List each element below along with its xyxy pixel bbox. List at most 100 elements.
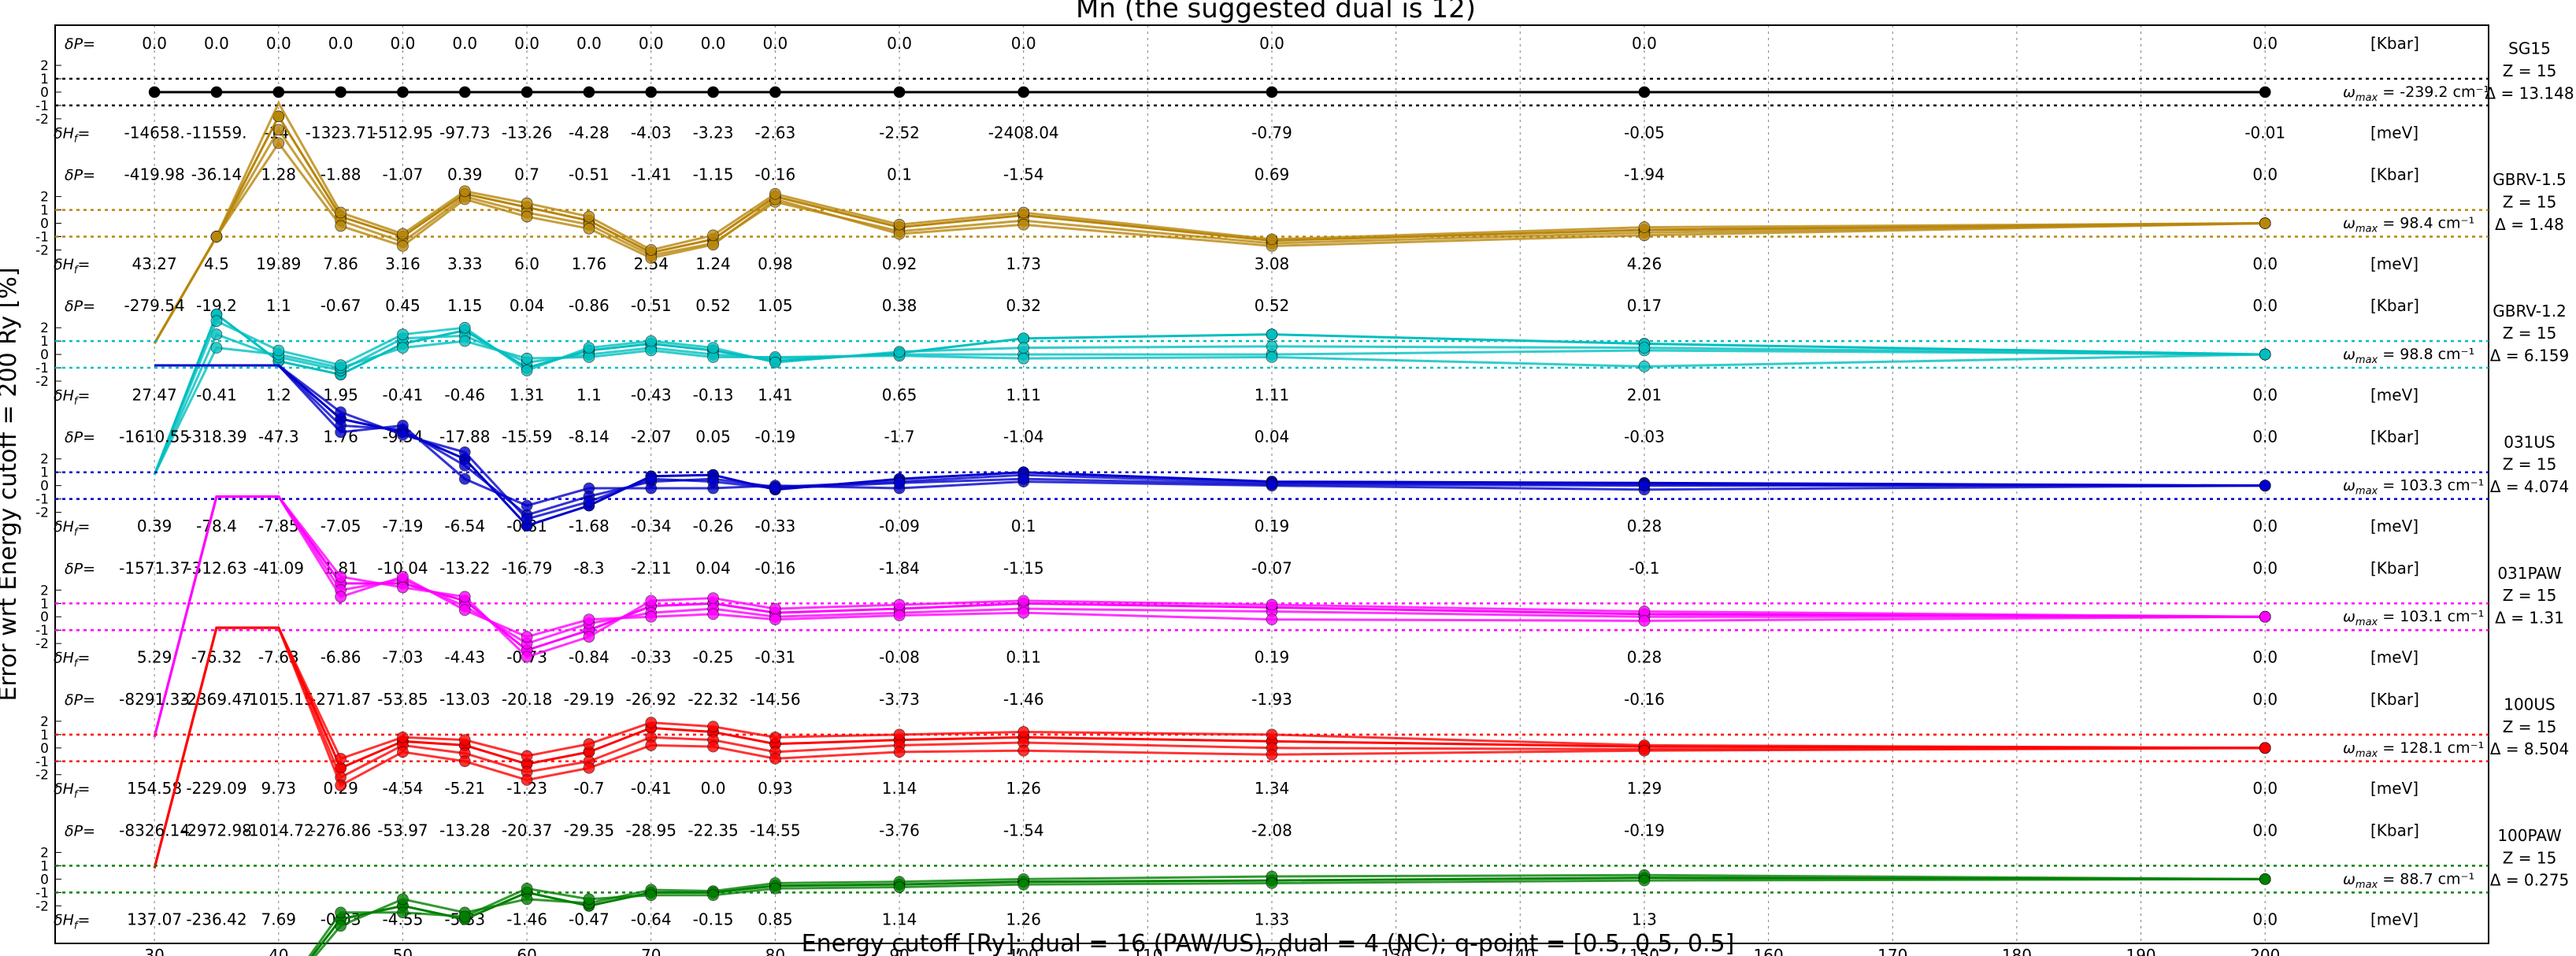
band-y-tick: 2 — [40, 714, 49, 730]
dh-value: -236.42 — [186, 910, 246, 929]
data-point — [272, 137, 285, 150]
mev-unit: [meV] — [2370, 254, 2418, 273]
dh-value: -2408.04 — [988, 123, 1059, 142]
series-line — [154, 364, 2266, 507]
data-point — [335, 406, 347, 418]
dh-value: 0.93 — [758, 779, 793, 798]
band-y-tick: 1 — [40, 465, 49, 481]
dh-value: 1.31 — [510, 385, 545, 404]
band-y-tick: -2 — [35, 899, 49, 914]
dh-value: 0.98 — [758, 254, 793, 273]
data-point — [1638, 615, 1651, 627]
data-point — [583, 761, 595, 774]
dh-value: -0.41 — [383, 385, 424, 404]
data-point — [645, 739, 658, 751]
data-point — [1638, 342, 1651, 354]
kbar-unit: [Kbar] — [2370, 558, 2419, 577]
dh-value: 4.26 — [1627, 254, 1662, 273]
dh-value: 1.26 — [1006, 779, 1041, 798]
dp-label: δP= — [65, 560, 95, 577]
dp-value: 0.45 — [385, 296, 421, 315]
x-tick-label: 30 — [144, 946, 164, 956]
data-point — [521, 86, 533, 98]
dh-value: -4.54 — [383, 779, 424, 798]
pseudo-delta: Δ = 13.148 — [2485, 83, 2574, 102]
dh-value: -512.95 — [373, 123, 433, 142]
data-point — [335, 571, 347, 583]
data-point — [397, 328, 409, 340]
pseudo-z: Z = 15 — [2503, 848, 2557, 867]
data-point — [2259, 86, 2271, 98]
dp-value: 0.0 — [266, 34, 291, 53]
dh-value: 1.11 — [1255, 385, 1290, 404]
data-point — [335, 779, 347, 791]
data-point — [458, 591, 471, 603]
data-point — [458, 446, 471, 458]
data-point — [335, 906, 347, 919]
dp-value: -1.07 — [383, 165, 424, 184]
x-tick-label: 110 — [1132, 946, 1162, 956]
dp-value: -1610.55 — [119, 428, 190, 447]
dh-value: -0.33 — [631, 648, 672, 667]
data-point — [1017, 595, 1029, 607]
data-point — [893, 610, 906, 621]
dh-value: -0.41 — [196, 385, 237, 404]
dp-value: -22.32 — [688, 690, 738, 709]
data-point — [458, 734, 471, 746]
dp-value: 1.15 — [447, 296, 483, 315]
data-point — [1017, 352, 1029, 365]
pseudo-delta: Δ = 0.275 — [2490, 871, 2569, 890]
dh-value: -2.63 — [755, 123, 796, 142]
dp-value: 0.0 — [328, 34, 354, 53]
dh-value: 1.24 — [695, 254, 731, 273]
data-point — [769, 602, 781, 615]
dp-value: 0.0 — [2252, 296, 2278, 315]
dh-value: 27.47 — [132, 385, 176, 404]
dp-value: -0.19 — [755, 428, 796, 447]
dh-value: -0.34 — [631, 517, 672, 535]
data-point — [769, 753, 781, 765]
data-point — [521, 893, 533, 906]
data-point — [2259, 480, 2271, 491]
dp-value: -1.7 — [884, 428, 915, 447]
x-tick-label: 200 — [2250, 946, 2280, 956]
data-point — [707, 889, 719, 902]
data-point — [583, 210, 595, 223]
dp-value: -0.67 — [321, 296, 361, 315]
data-point — [769, 356, 781, 369]
dh-value: 0.0 — [2252, 910, 2278, 929]
dp-value: -271.87 — [310, 690, 371, 709]
data-point — [893, 598, 906, 611]
dp-value: -0.16 — [755, 165, 796, 184]
data-point — [583, 613, 595, 625]
data-point — [335, 426, 347, 439]
dp-value: -8.14 — [569, 428, 610, 447]
data-point — [397, 571, 409, 583]
data-point — [458, 472, 471, 485]
pseudo-delta: Δ = 8.504 — [2490, 739, 2569, 758]
dh-value: 1.14 — [882, 910, 917, 929]
data-point — [521, 352, 533, 365]
data-point — [397, 906, 409, 919]
data-point — [2259, 610, 2271, 623]
data-point — [893, 746, 906, 758]
omega-max-label: ωmax = 98.4 cm⁻¹ — [2343, 215, 2474, 235]
dh-value: -1323.71 — [306, 123, 376, 142]
dh-value: -0.84 — [569, 648, 610, 667]
band-y-tick: 1 — [40, 203, 49, 219]
dh-value: 7.69 — [261, 910, 297, 929]
dp-value: 0.0 — [391, 34, 416, 53]
data-point — [335, 920, 347, 932]
dp-value: -8.3 — [573, 558, 604, 577]
data-point — [335, 220, 347, 232]
dh-value: -229.09 — [186, 779, 246, 798]
dh-value: -0.09 — [879, 517, 920, 535]
pseudo-name: 100PAW — [2497, 826, 2562, 845]
band-y-tick: -1 — [35, 492, 49, 508]
dp-value: -20.18 — [502, 690, 552, 709]
dh-value: -4.03 — [631, 123, 672, 142]
data-point — [1017, 878, 1029, 891]
dh-value: 137.07 — [127, 910, 182, 929]
band-y-tick: -1 — [35, 623, 49, 639]
dh-value: -4.28 — [569, 123, 610, 142]
